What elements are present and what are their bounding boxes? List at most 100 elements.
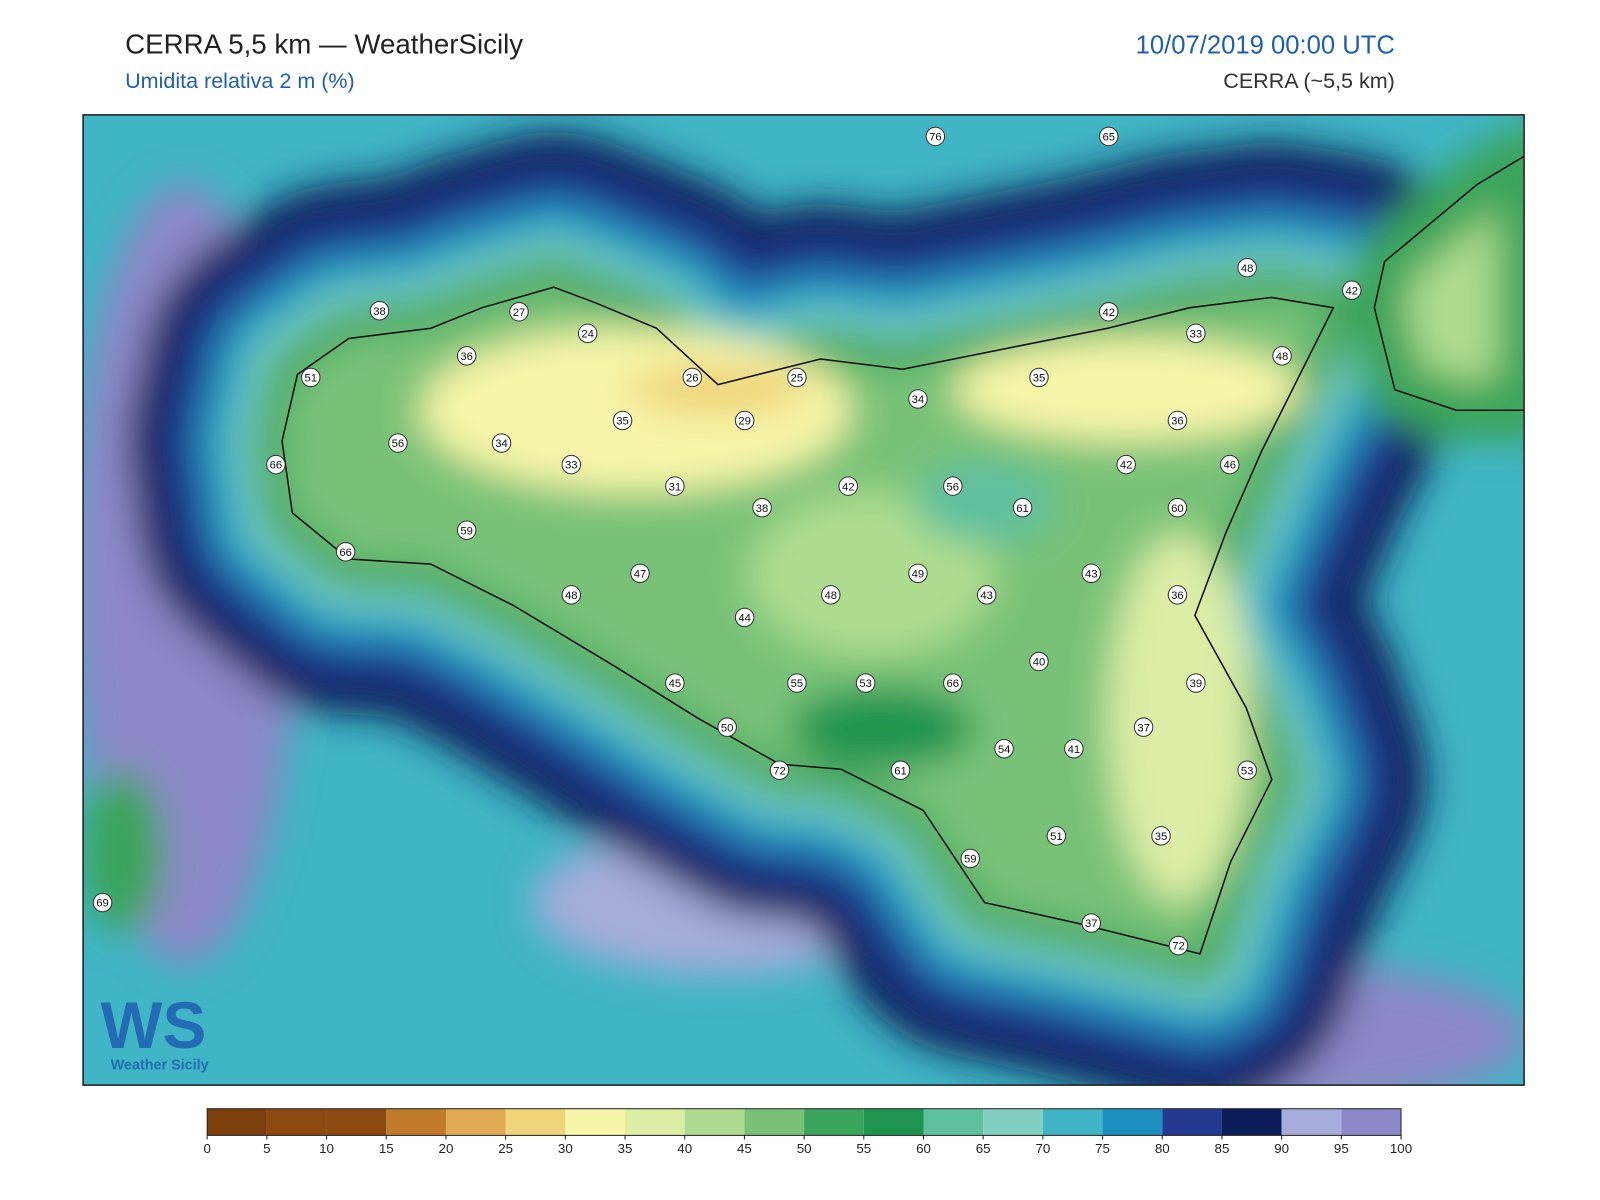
station-value: 36	[1171, 416, 1184, 428]
station-value: 45	[669, 678, 682, 690]
station-marker	[491, 433, 512, 453]
station-marker	[752, 497, 772, 518]
station-value: 38	[756, 503, 769, 515]
station-value: 27	[513, 307, 526, 319]
colorbar-swatch	[1281, 1108, 1342, 1136]
colorbar-swatch	[505, 1108, 566, 1136]
station-value: 61	[894, 765, 907, 777]
station-value: 24	[581, 328, 594, 340]
station-marker	[787, 673, 807, 693]
station-marker	[960, 848, 980, 869]
colorbar-tick-label: 80	[1155, 1141, 1170, 1156]
station-value: 37	[1085, 918, 1098, 930]
station-marker	[92, 892, 113, 913]
source: CERRA (~5,5 km)	[1223, 69, 1395, 93]
station-value: 42	[842, 481, 855, 493]
station-marker	[1342, 280, 1362, 300]
station-value: 76	[929, 132, 942, 144]
station-value: 54	[998, 744, 1011, 756]
station-value: 56	[392, 438, 405, 450]
station-value: 48	[565, 590, 578, 602]
map-frame	[82, 114, 1525, 1086]
station-marker	[734, 607, 755, 628]
colorbar-swatch	[266, 1108, 327, 1136]
station-marker	[1064, 738, 1084, 759]
station-marker	[1133, 717, 1154, 737]
station-value: 35	[1155, 831, 1168, 843]
colorbar-swatch	[1042, 1108, 1103, 1136]
station-value: 37	[1137, 722, 1150, 734]
colorbar-tick-label: 50	[797, 1141, 812, 1156]
station-value: 29	[738, 416, 751, 428]
station-marker	[1081, 563, 1102, 584]
station-value: 61	[1016, 503, 1029, 515]
station-value: 34	[495, 438, 508, 450]
station-marker	[943, 476, 963, 496]
colorbar-swatch	[445, 1108, 506, 1136]
station-value: 59	[460, 525, 473, 537]
station-marker	[1237, 760, 1257, 780]
station-value: 48	[825, 590, 838, 602]
station-marker	[994, 738, 1014, 759]
station-marker	[1167, 410, 1188, 431]
station-value: 38	[373, 306, 386, 318]
colorbar-tick-label: 5	[263, 1141, 270, 1156]
map-field	[83, 114, 1525, 1086]
station-value: 56	[947, 481, 960, 493]
station-value: 48	[1241, 263, 1254, 275]
colorbar-tick-label: 35	[618, 1141, 633, 1156]
colorbar-swatch	[923, 1108, 984, 1136]
station-value: 46	[1223, 460, 1236, 472]
station-marker	[1012, 497, 1033, 518]
colorbar-tick-label: 70	[1035, 1141, 1050, 1156]
station-marker	[1167, 497, 1188, 518]
title: CERRA 5,5 km — WeatherSicily	[125, 28, 523, 59]
colorbar-tick-label: 65	[976, 1141, 991, 1156]
station-value: 39	[1190, 678, 1203, 690]
colorbar: 0 5 10 15 20 25 30 35 40 45 50 55 60 65 70 75 80 85 90 95 10…	[203, 1108, 1412, 1156]
station-marker	[1081, 913, 1102, 933]
colorbar-tick-label: 0	[203, 1141, 210, 1156]
stations: 76 65 48 42 38 27 24 42 33 36 48 51 26 25 35 34 35 29 36 56…	[92, 126, 1362, 956]
station-marker	[612, 410, 633, 431]
station-value: 53	[1241, 765, 1254, 777]
station-value: 44	[738, 613, 751, 625]
station-value: 42	[1120, 460, 1133, 472]
station-marker	[769, 760, 790, 780]
logo: WS Weather Sicily	[101, 989, 209, 1074]
station-value: 50	[721, 722, 734, 734]
station-marker	[855, 673, 876, 693]
colorbar-tick-label: 25	[498, 1141, 513, 1156]
station-marker	[1098, 126, 1119, 147]
station-value: 31	[669, 481, 682, 493]
colorbar-swatch	[1102, 1108, 1163, 1136]
station-marker	[682, 367, 703, 388]
colorbar-tick-label: 10	[319, 1141, 334, 1156]
station-value: 42	[1102, 307, 1115, 319]
station-marker	[925, 126, 946, 147]
colorbar-tick-label: 90	[1274, 1141, 1289, 1156]
station-marker	[1098, 302, 1119, 322]
station-value: 66	[270, 460, 283, 472]
station-value: 69	[96, 898, 109, 910]
station-value: 72	[1172, 941, 1185, 953]
station-marker	[266, 454, 286, 475]
station-marker	[1046, 826, 1067, 846]
station-marker	[1029, 651, 1049, 672]
station-value: 53	[859, 678, 872, 690]
colorbar-swatch	[804, 1108, 864, 1136]
station-marker	[301, 367, 321, 388]
station-value: 42	[1346, 285, 1359, 297]
station-value: 51	[305, 373, 318, 385]
station-value: 25	[791, 373, 804, 385]
colorbar-swatch	[386, 1108, 446, 1136]
station-value: 65	[1102, 132, 1115, 144]
station-value: 43	[1085, 568, 1098, 580]
station-value: 34	[912, 394, 925, 406]
colorbar-tick-label: 55	[856, 1141, 871, 1156]
station-marker	[943, 673, 963, 693]
colorbar-swatch	[684, 1108, 745, 1136]
colorbar-tick-label: 85	[1215, 1141, 1230, 1156]
